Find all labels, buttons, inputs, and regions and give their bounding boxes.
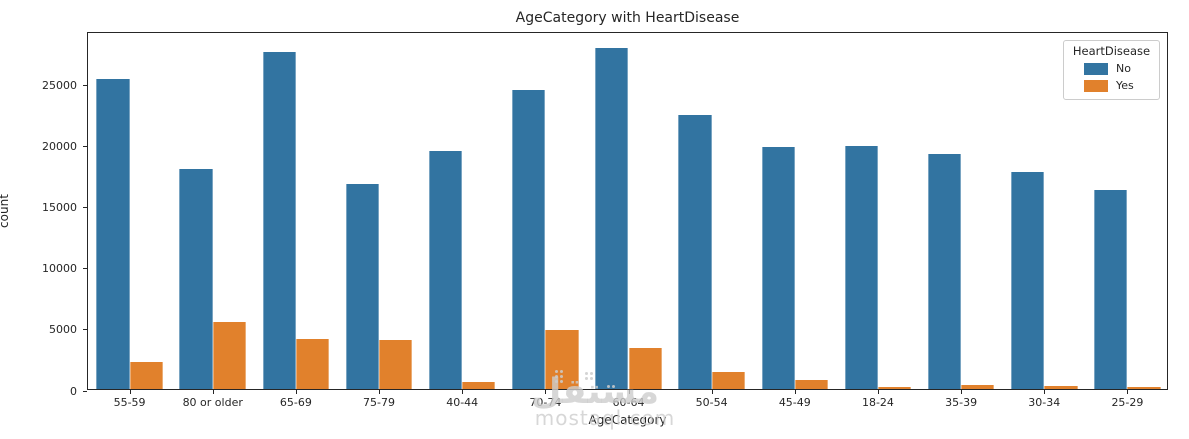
bar-yes-25-29 <box>1127 387 1161 389</box>
legend-swatch-no-icon <box>1084 62 1108 75</box>
x-tick <box>711 390 713 394</box>
y-tick <box>83 329 87 331</box>
x-tick <box>1127 390 1129 394</box>
x-tick-label-40-44: 40-44 <box>446 396 479 409</box>
x-tick <box>1044 390 1046 394</box>
y-tick-label-5000: 5000 <box>49 323 77 337</box>
x-tick-label-65-69: 65-69 <box>279 396 312 409</box>
x-tick <box>794 390 796 394</box>
bar-no-18-24 <box>844 146 878 389</box>
bar-no-80-or-older <box>179 169 213 389</box>
x-tick <box>295 390 297 394</box>
x-tick-label-18-24: 18-24 <box>861 396 894 409</box>
y-tick <box>83 390 87 392</box>
bar-no-45-49 <box>761 147 795 389</box>
bar-no-25-29 <box>1094 190 1128 389</box>
bar-yes-60-64 <box>628 348 662 389</box>
y-tick <box>83 146 87 148</box>
bar-no-70-74 <box>512 90 546 389</box>
x-tick <box>545 390 547 394</box>
x-tick <box>212 390 214 394</box>
y-tick-label-0: 0 <box>70 384 77 398</box>
legend-label-no: No <box>1116 62 1131 75</box>
bar-yes-45-49 <box>794 379 829 389</box>
x-tick <box>961 390 963 394</box>
legend: HeartDisease No Yes <box>1063 40 1160 100</box>
x-tick-label-75-79: 75-79 <box>363 396 396 409</box>
bar-no-75-79 <box>345 184 380 389</box>
bar-no-55-59 <box>96 78 130 389</box>
legend-label-yes: Yes <box>1116 79 1134 92</box>
x-tick <box>379 390 381 394</box>
bar-no-50-54 <box>678 115 712 389</box>
x-tick-label-55-59: 55-59 <box>113 396 146 409</box>
x-tick <box>877 390 879 394</box>
bar-no-35-39 <box>927 153 962 389</box>
y-tick-label-15000: 15000 <box>42 201 77 215</box>
bar-yes-35-39 <box>961 384 995 389</box>
bar-no-65-69 <box>262 51 296 389</box>
chart-title: AgeCategory with HeartDisease <box>515 10 740 26</box>
x-tick-label-60-64: 60-64 <box>612 396 645 409</box>
legend-title: HeartDisease <box>1072 44 1151 58</box>
legend-swatch-yes-icon <box>1084 79 1108 92</box>
y-tick <box>83 85 87 87</box>
bar-yes-50-54 <box>711 371 745 389</box>
bar-yes-40-44 <box>462 381 496 389</box>
legend-row-no: No <box>1070 60 1153 77</box>
x-axis-label: AgeCategory <box>588 413 667 427</box>
bar-no-30-34 <box>1011 172 1045 389</box>
bar-yes-55-59 <box>129 361 163 389</box>
bar-yes-70-74 <box>545 329 579 389</box>
bar-yes-30-34 <box>1044 385 1078 389</box>
y-tick <box>83 268 87 270</box>
x-tick-label-70-74: 70-74 <box>529 396 562 409</box>
x-tick <box>628 390 630 394</box>
bar-yes-75-79 <box>379 339 413 389</box>
bar-no-60-64 <box>595 48 629 389</box>
x-tick-label-80-or-older: 80 or older <box>182 396 243 409</box>
x-tick-label-35-39: 35-39 <box>945 396 978 409</box>
bar-yes-80-or-older <box>212 321 246 389</box>
plot-area: 55-59 80 or older 65-69 75-79 40-44 70-74 60-6… <box>42 32 1168 409</box>
bar-no-40-44 <box>428 151 463 389</box>
bar-yes-18-24 <box>877 386 912 389</box>
y-tick <box>83 207 87 209</box>
legend-row-yes: Yes <box>1070 77 1153 94</box>
y-tick-label-25000: 25000 <box>42 79 77 93</box>
x-tick <box>462 390 464 394</box>
x-tick <box>129 390 131 394</box>
x-tick-label-45-49: 45-49 <box>778 396 811 409</box>
y-tick-label-10000: 10000 <box>42 262 77 276</box>
y-tick-label-20000: 20000 <box>42 140 77 154</box>
x-tick-label-50-54: 50-54 <box>695 396 728 409</box>
bar-yes-65-69 <box>295 338 330 389</box>
x-tick-label-25-29: 25-29 <box>1111 396 1144 409</box>
x-tick-label-30-34: 30-34 <box>1028 396 1061 409</box>
